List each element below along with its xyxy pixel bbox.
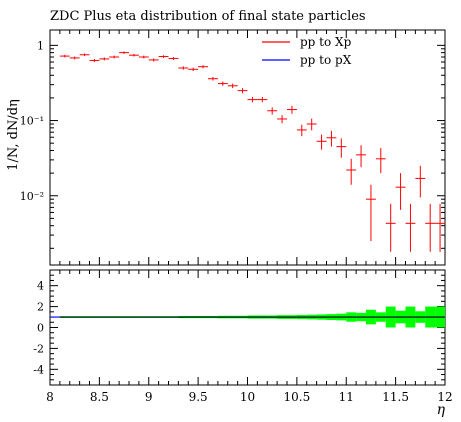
data-point bbox=[247, 97, 258, 103]
ratio-y-tick-label: -2 bbox=[33, 342, 44, 355]
x-axis-label: η bbox=[437, 402, 446, 418]
data-point bbox=[287, 105, 297, 114]
legend-label: pp to pX bbox=[300, 53, 352, 67]
x-tick-label: 12 bbox=[437, 390, 452, 404]
x-tick-labels: 8 8.5 9 9.5 10 10.5 11 11.5 12 bbox=[46, 390, 452, 404]
ratio-y-tick-label: 0 bbox=[37, 322, 44, 335]
ratio-y-tick-label: 2 bbox=[37, 301, 44, 314]
data-point bbox=[208, 76, 218, 81]
data-point bbox=[227, 83, 238, 89]
x-tick-label: 11 bbox=[339, 390, 354, 404]
data-point bbox=[69, 56, 80, 60]
data-point bbox=[346, 158, 357, 185]
data-point bbox=[99, 57, 110, 61]
data-point bbox=[217, 81, 228, 86]
data-point bbox=[148, 58, 159, 62]
ratio-plot-panel: 4 2 0 -2 -4 bbox=[33, 269, 446, 386]
data-point bbox=[277, 115, 287, 124]
y-tick-label: 1 bbox=[37, 39, 44, 52]
x-tick-label: 10.5 bbox=[284, 390, 311, 404]
data-point bbox=[158, 55, 169, 58]
data-point bbox=[138, 55, 149, 59]
data-point bbox=[375, 148, 386, 174]
legend-label: pp to Xp bbox=[300, 35, 352, 49]
x-tick-label: 9.5 bbox=[189, 390, 208, 404]
y-tick-label: 10⁻¹ bbox=[20, 115, 44, 128]
data-point bbox=[316, 134, 327, 150]
x-tick-label: 8.5 bbox=[90, 390, 109, 404]
chart-title: ZDC Plus eta distribution of final state… bbox=[50, 9, 366, 24]
data-point bbox=[435, 203, 445, 252]
data-point bbox=[326, 130, 337, 147]
data-point bbox=[267, 107, 278, 115]
data-point bbox=[296, 124, 307, 137]
x-tick-label: 9 bbox=[145, 390, 153, 404]
data-point bbox=[198, 65, 208, 69]
data-point bbox=[59, 54, 70, 58]
x-tick-label: 10 bbox=[240, 390, 255, 404]
main-plot-panel: 1 10⁻¹ 10⁻² bbox=[20, 29, 446, 266]
y-axis-label: 1/N, dN/dη bbox=[6, 99, 21, 171]
data-point bbox=[237, 88, 248, 94]
data-point bbox=[89, 58, 100, 63]
data-point bbox=[366, 184, 376, 242]
ratio-y-tick-label: 4 bbox=[37, 280, 44, 293]
y-tick-label: 10⁻² bbox=[20, 190, 44, 203]
data-point bbox=[385, 203, 396, 252]
data-point bbox=[178, 66, 189, 70]
data-point bbox=[356, 145, 366, 168]
data-point bbox=[425, 203, 436, 252]
data-point bbox=[257, 97, 268, 103]
x-tick-label: 8 bbox=[46, 390, 54, 404]
data-point bbox=[168, 56, 179, 60]
data-point bbox=[405, 203, 416, 252]
data-point bbox=[79, 53, 90, 57]
legend: pp to Xp pp to pX bbox=[262, 35, 352, 67]
ratio-y-tick-label: -4 bbox=[33, 363, 44, 376]
data-point bbox=[109, 55, 120, 59]
main-frame bbox=[49, 29, 446, 266]
x-tick-label: 11.5 bbox=[382, 390, 409, 404]
data-point bbox=[336, 138, 347, 158]
data-point bbox=[395, 173, 406, 210]
data-point bbox=[188, 67, 199, 72]
data-point bbox=[119, 51, 129, 54]
data-point bbox=[129, 53, 139, 57]
data-point bbox=[415, 165, 426, 198]
data-point bbox=[306, 118, 317, 131]
